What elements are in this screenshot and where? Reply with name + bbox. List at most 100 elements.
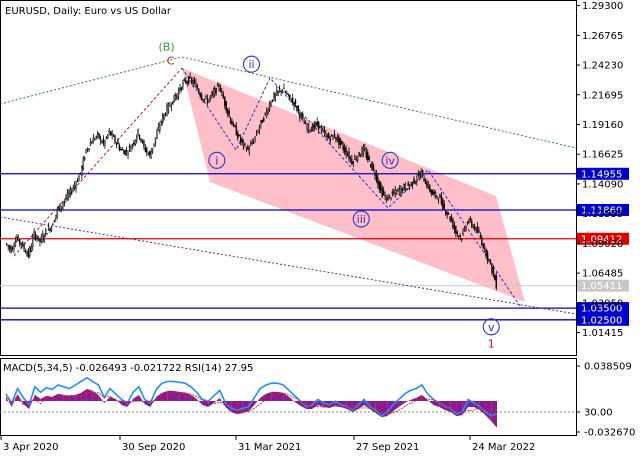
price-tick-label: 1.06485 bbox=[582, 269, 623, 280]
candle bbox=[453, 221, 456, 234]
candle bbox=[456, 230, 458, 238]
macd-bar bbox=[289, 396, 295, 402]
candle bbox=[241, 138, 243, 147]
candle bbox=[190, 76, 193, 85]
candle bbox=[221, 87, 223, 97]
candle bbox=[355, 155, 357, 162]
candle bbox=[224, 96, 226, 110]
candle bbox=[211, 91, 213, 99]
candle bbox=[346, 150, 349, 157]
macd-bar bbox=[294, 400, 301, 407]
candle bbox=[315, 121, 317, 129]
candle bbox=[369, 163, 372, 168]
candle bbox=[472, 224, 474, 230]
candle bbox=[216, 82, 219, 87]
candle bbox=[188, 75, 190, 86]
candle bbox=[460, 238, 463, 243]
macd-bar bbox=[75, 392, 82, 401]
candle bbox=[289, 94, 291, 101]
date-axis: 3 Apr 2020 30 Sep 2020 31 Mar 2021 27 Sep 2… bbox=[0, 436, 535, 453]
candle bbox=[40, 233, 43, 244]
price-tick-label: 1.21695 bbox=[582, 90, 623, 101]
wave-circle bbox=[242, 55, 261, 73]
candle bbox=[163, 113, 165, 121]
candle bbox=[101, 139, 103, 144]
macd-bar bbox=[277, 391, 284, 401]
candle bbox=[102, 135, 105, 147]
macd-bar bbox=[69, 394, 76, 401]
candle bbox=[140, 138, 142, 143]
macd-bar bbox=[156, 392, 162, 401]
candle bbox=[393, 188, 395, 196]
candle bbox=[202, 99, 204, 104]
candle bbox=[45, 228, 47, 237]
candle bbox=[463, 225, 466, 232]
candle bbox=[149, 150, 151, 158]
candle bbox=[169, 101, 171, 107]
candle bbox=[47, 222, 50, 231]
candle bbox=[228, 107, 230, 118]
candle bbox=[53, 219, 56, 223]
macd-bar bbox=[485, 400, 492, 422]
candle bbox=[312, 122, 314, 132]
candle bbox=[10, 244, 12, 254]
macd-bar bbox=[404, 399, 411, 403]
candle bbox=[49, 227, 51, 233]
macd-bar bbox=[375, 400, 382, 418]
candle bbox=[387, 193, 389, 201]
candle bbox=[374, 169, 376, 180]
price-tick-label: 1.14090 bbox=[582, 179, 623, 190]
candle bbox=[143, 139, 145, 150]
candle bbox=[403, 183, 405, 191]
candle bbox=[427, 180, 430, 190]
candle bbox=[167, 102, 170, 114]
candle bbox=[291, 93, 294, 106]
candle bbox=[361, 146, 363, 158]
candle bbox=[92, 133, 95, 144]
candle bbox=[137, 128, 139, 137]
candle bbox=[271, 99, 274, 103]
chart-title: EURUSD, Daily: Euro vs US Dollar bbox=[5, 6, 172, 17]
candle bbox=[475, 226, 477, 234]
candle bbox=[416, 174, 418, 186]
candle bbox=[406, 188, 408, 191]
candle bbox=[43, 233, 45, 244]
candle bbox=[97, 130, 99, 139]
candle bbox=[343, 143, 346, 156]
macd-bar bbox=[427, 399, 434, 405]
date-tick-label: 31 Mar 2021 bbox=[238, 442, 301, 453]
candle bbox=[128, 143, 131, 152]
candle bbox=[11, 245, 14, 252]
candle bbox=[23, 241, 25, 253]
wave-label: iv bbox=[385, 154, 395, 167]
level-price-label: 1.09412 bbox=[581, 234, 622, 245]
candle bbox=[313, 120, 315, 132]
candle bbox=[437, 197, 440, 204]
candle bbox=[78, 174, 80, 182]
macd-bar bbox=[265, 391, 272, 401]
candle bbox=[280, 90, 282, 97]
price-tick-label: 1.26765 bbox=[582, 31, 623, 42]
candle bbox=[332, 135, 334, 140]
candle bbox=[180, 86, 183, 92]
candle bbox=[89, 138, 92, 146]
candle bbox=[385, 195, 388, 203]
candle bbox=[34, 232, 37, 242]
price-tick-label: 1.24230 bbox=[582, 61, 623, 72]
candle bbox=[201, 92, 203, 101]
candle bbox=[185, 76, 187, 85]
candle bbox=[478, 226, 480, 234]
macd-bar bbox=[167, 390, 174, 401]
candle bbox=[466, 220, 469, 226]
candle bbox=[283, 83, 285, 90]
candle bbox=[247, 144, 249, 151]
candle bbox=[234, 124, 236, 128]
candle bbox=[273, 91, 275, 102]
macd-bar bbox=[271, 391, 278, 401]
candle bbox=[182, 79, 184, 91]
candle bbox=[479, 232, 482, 239]
candle bbox=[30, 243, 32, 253]
candle bbox=[297, 105, 300, 115]
candle bbox=[359, 153, 362, 158]
